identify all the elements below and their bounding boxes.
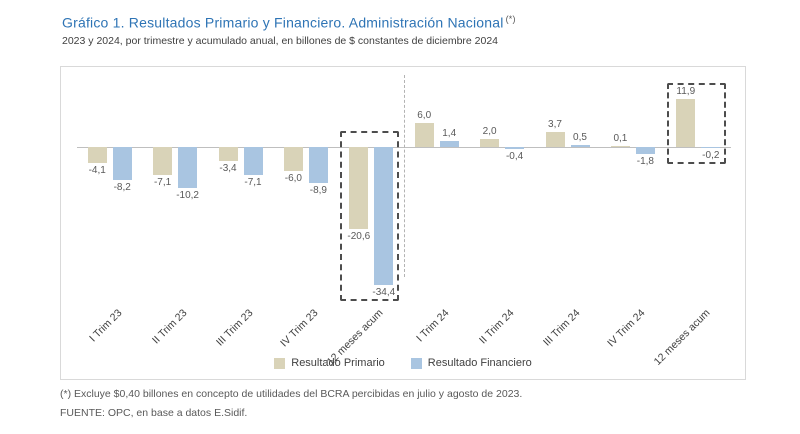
bar-financiero <box>439 141 459 147</box>
bar-primario <box>480 139 500 147</box>
bar-value-label: 2,0 <box>482 126 497 137</box>
bar-value-label: 1,4 <box>442 128 457 140</box>
bar-value-label: -7,1 <box>153 177 172 189</box>
bar-value-label: -3,4 <box>219 162 237 174</box>
x-label: IV Trim 24 <box>605 307 648 350</box>
bar-value-label: -10,2 <box>176 189 199 201</box>
source-note: FUENTE: OPC, en base a datos E.Sidif. <box>60 407 248 419</box>
bar-primario <box>218 147 238 161</box>
x-label: II Trim 24 <box>477 307 517 347</box>
chart-frame: -4,1 -7,1 -3,4 -6,0 -20,6 6,0 2,0 3,7 0,1 11,9 -8,… <box>60 66 746 380</box>
bar-value-label: -20,6 <box>347 231 371 243</box>
x-label: III Trim 23 <box>213 307 255 349</box>
bar-value-label: 6,0 <box>417 110 432 121</box>
bar-primario <box>414 123 434 147</box>
bar-primario <box>349 147 369 230</box>
bar-financiero <box>635 147 655 155</box>
bar-financiero <box>308 147 328 183</box>
plot-area: -4,1 -7,1 -3,4 -6,0 -20,6 6,0 2,0 3,7 0,1 11,9 -8,… <box>77 75 731 301</box>
chart-title: Gráfico 1. Resultados Primario y Financi… <box>62 14 516 31</box>
x-label: III Trim 24 <box>540 307 582 349</box>
bar-financiero <box>505 147 525 149</box>
bar-value-label: -0,2 <box>702 150 720 161</box>
bar-financiero <box>701 147 721 148</box>
legend-item-primario: Resultado Primario <box>274 357 385 369</box>
bar-value-label: -1,8 <box>636 156 654 168</box>
x-label: I Trim 23 <box>86 307 125 345</box>
bar-value-label: 3,7 <box>548 119 562 131</box>
bar-financiero <box>178 147 198 188</box>
bar-value-label: 0,1 <box>613 133 628 144</box>
legend-label-primario: Resultado Primario <box>291 357 385 369</box>
bar-value-label: -6,0 <box>284 173 302 184</box>
legend-swatch-primario <box>274 357 286 369</box>
accum-highlight-box <box>339 131 399 301</box>
legend: Resultado Primario Resultado Financiero <box>61 357 745 369</box>
bar-primario <box>283 147 303 171</box>
bar-value-label: -4,1 <box>88 165 106 177</box>
legend-label-financiero: Resultado Financiero <box>427 357 532 369</box>
bar-primario <box>87 147 107 164</box>
bar-financiero <box>570 145 590 147</box>
bar-primario <box>610 146 630 147</box>
bar-primario <box>676 99 696 147</box>
bar-value-label: -34,4 <box>372 286 396 298</box>
bar-primario <box>153 147 173 176</box>
chart-title-text: Gráfico 1. Resultados Primario y Financi… <box>62 14 504 31</box>
footnote: (*) Excluye $0,40 billones en concepto d… <box>60 388 523 400</box>
period-separator-line <box>404 75 405 277</box>
x-label: II Trim 23 <box>150 307 190 347</box>
accum-highlight-box <box>666 83 726 164</box>
bar-financiero <box>243 147 263 176</box>
chart-subtitle: 2023 y 2024, por trimestre y acumulado a… <box>62 35 499 47</box>
bar-financiero <box>112 147 132 180</box>
bar-value-label: 11,9 <box>676 86 696 98</box>
bar-value-label: 0,5 <box>573 132 587 143</box>
bar-value-label: -7,1 <box>244 177 262 189</box>
bar-primario <box>545 132 565 147</box>
x-label: I Trim 24 <box>413 307 452 345</box>
title-footnote-marker: (*) <box>505 14 516 24</box>
legend-swatch-financiero <box>410 357 422 369</box>
bar-value-label: -0,4 <box>505 150 524 162</box>
bar-value-label: -8,2 <box>113 181 131 193</box>
x-label: IV Trim 23 <box>278 307 321 350</box>
bar-value-label: -8,9 <box>309 184 327 196</box>
legend-item-financiero: Resultado Financiero <box>410 357 532 369</box>
bar-financiero <box>374 147 394 285</box>
